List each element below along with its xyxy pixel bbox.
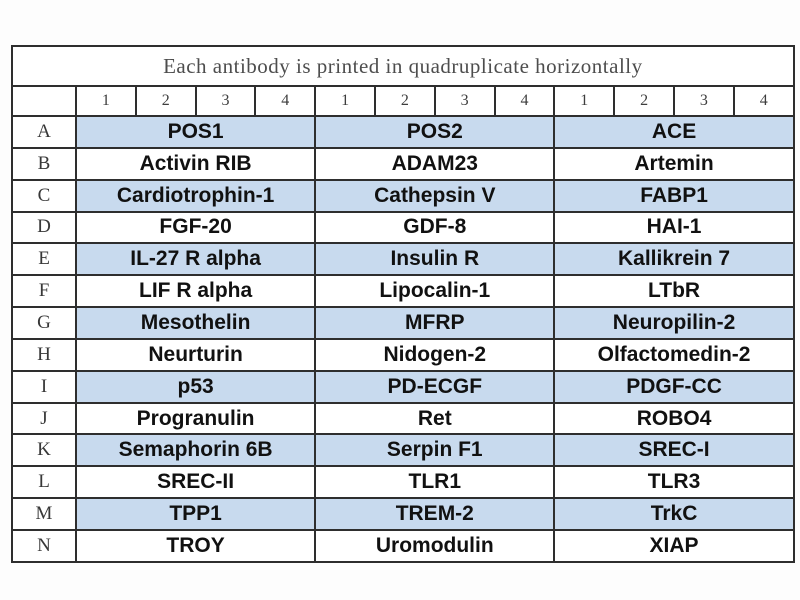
antibody-cell: Cathepsin V: [314, 178, 556, 213]
antibody-cell: Activin RIB: [74, 146, 317, 181]
antibody-cell: Serpin F1: [314, 433, 556, 468]
table-row: D FGF-20 GDF-8 HAI-1: [11, 210, 795, 245]
column-number-cell: 3: [433, 85, 496, 117]
antibody-cell: Mesothelin: [74, 306, 317, 340]
row-label: L: [11, 465, 77, 500]
column-number-cell: 4: [493, 85, 556, 117]
antibody-cell: LIF R alpha: [74, 274, 317, 309]
antibody-cell: XIAP: [553, 528, 795, 564]
table-row: H Neurturin Nidogen-2 Olfactomedin-2: [11, 337, 795, 372]
column-number-cell: 3: [194, 85, 257, 117]
row-label: I: [11, 369, 77, 404]
antibody-cell: GDF-8: [314, 210, 556, 245]
antibody-cell: Artemin: [553, 146, 795, 181]
row-label: D: [11, 210, 77, 245]
antibody-cell: Olfactomedin-2: [553, 337, 795, 372]
antibody-cell: Neuropilin-2: [553, 306, 795, 340]
antibody-cell: ACE: [553, 115, 795, 149]
antibody-cell: IL-27 R alpha: [74, 242, 317, 277]
antibody-cell: SREC-I: [553, 433, 795, 468]
antibody-cell: PDGF-CC: [553, 369, 795, 404]
row-label: F: [11, 274, 77, 309]
antibody-cell: Uromodulin: [314, 528, 556, 564]
row-label: E: [11, 242, 77, 277]
row-label: C: [11, 178, 77, 213]
row-label: A: [11, 115, 77, 149]
antibody-plate-map-table: Each antibody is printed in quadruplicat…: [11, 45, 795, 564]
table-row: F LIF R alpha Lipocalin-1 LTbR: [11, 274, 795, 309]
column-number-cell: 2: [613, 85, 675, 117]
antibody-cell: ROBO4: [553, 401, 795, 436]
column-number-cell: 1: [314, 85, 376, 117]
antibody-cell: POS2: [314, 115, 556, 149]
antibody-cell: TPP1: [74, 497, 317, 531]
corner-cell: [11, 85, 77, 117]
antibody-cell: TROY: [74, 528, 317, 564]
antibody-cell: Progranulin: [74, 401, 317, 436]
column-number-cell: 1: [553, 85, 616, 117]
row-label: K: [11, 433, 77, 468]
table-row: A POS1 POS2 ACE: [11, 115, 795, 149]
antibody-cell: LTbR: [553, 274, 795, 309]
table-row: G Mesothelin MFRP Neuropilin-2: [11, 306, 795, 340]
antibody-cell: Nidogen-2: [314, 337, 556, 372]
antibody-cell: Insulin R: [314, 242, 556, 277]
table-row: K Semaphorin 6B Serpin F1 SREC-I: [11, 433, 795, 468]
table-row: J Progranulin Ret ROBO4: [11, 401, 795, 436]
row-label: N: [11, 528, 77, 564]
column-number-cell: 2: [134, 85, 197, 117]
row-label: J: [11, 401, 77, 436]
row-label: M: [11, 497, 77, 531]
table-row: C Cardiotrophin-1 Cathepsin V FABP1: [11, 178, 795, 213]
antibody-cell: PD-ECGF: [314, 369, 556, 404]
antibody-cell: TrkC: [553, 497, 795, 531]
antibody-cell: ADAM23: [314, 146, 556, 181]
table-title: Each antibody is printed in quadruplicat…: [11, 45, 795, 87]
table-row: B Activin RIB ADAM23 Artemin: [11, 146, 795, 181]
antibody-cell: FABP1: [553, 178, 795, 213]
title-row: Each antibody is printed in quadruplicat…: [11, 45, 795, 87]
antibody-cell: Lipocalin-1: [314, 274, 556, 309]
table-row: M TPP1 TREM-2 TrkC: [11, 497, 795, 531]
antibody-cell: p53: [74, 369, 317, 404]
antibody-cell: TREM-2: [314, 497, 556, 531]
antibody-cell: TLR1: [314, 465, 556, 500]
table-row: N TROY Uromodulin XIAP: [11, 528, 795, 564]
row-label: B: [11, 146, 77, 181]
column-number-cell: 3: [672, 85, 735, 117]
row-label: H: [11, 337, 77, 372]
antibody-cell: Ret: [314, 401, 556, 436]
row-label: G: [11, 306, 77, 340]
antibody-cell: POS1: [74, 115, 317, 149]
antibody-cell: Semaphorin 6B: [74, 433, 317, 468]
antibody-cell: Neurturin: [74, 337, 317, 372]
table-row: E IL-27 R alpha Insulin R Kallikrein 7: [11, 242, 795, 277]
antibody-cell: HAI-1: [553, 210, 795, 245]
column-number-cell: 4: [254, 85, 317, 117]
column-number-cell: 2: [373, 85, 436, 117]
antibody-cell: Kallikrein 7: [553, 242, 795, 277]
antibody-cell: Cardiotrophin-1: [74, 178, 317, 213]
antibody-cell: SREC-II: [74, 465, 317, 500]
column-number-cell: 4: [732, 85, 795, 117]
table-row: L SREC-II TLR1 TLR3: [11, 465, 795, 500]
antibody-cell: MFRP: [314, 306, 556, 340]
column-number-cell: 1: [75, 85, 137, 117]
antibody-cell: TLR3: [553, 465, 795, 500]
antibody-cell: FGF-20: [74, 210, 317, 245]
